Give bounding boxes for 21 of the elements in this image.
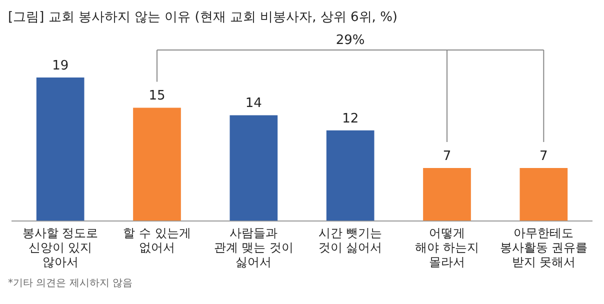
bar — [36, 78, 84, 221]
x-tick-label: 봉사할 정도로 신앙이 있지 않아서 — [22, 226, 98, 269]
bar — [423, 168, 471, 221]
bar — [230, 115, 278, 221]
x-tick-label: 어떻게 해야 하는지 몰라서 — [415, 226, 479, 269]
data-label: 19 — [52, 58, 69, 74]
text: 29% — [336, 33, 365, 48]
x-tick-label: 사람들과 관계 맺는 것이 싫어서 — [214, 226, 294, 269]
x-tick-label: 시간 뺏기는 것이 싫어서 — [318, 226, 382, 255]
data-label: 7 — [442, 149, 452, 164]
bar — [520, 168, 568, 221]
x-tick-label: 아무한테도 봉사활동 권유를 받지 못해서 — [500, 226, 588, 269]
bar — [326, 130, 374, 221]
bar — [133, 108, 181, 221]
data-label: 14 — [245, 96, 262, 112]
x-tick-label: 할 수 있는게 없어서 — [123, 226, 191, 255]
text: *기타 의견은 제시하지 않음 — [8, 277, 134, 290]
data-label: 7 — [540, 149, 548, 164]
chart-title: [그림] 교회 봉사하지 않는 이유 (현재 교회 비봉사자, 상위 6위, %) — [8, 9, 398, 27]
data-label: 15 — [148, 88, 166, 104]
data-label: 12 — [342, 111, 359, 126]
